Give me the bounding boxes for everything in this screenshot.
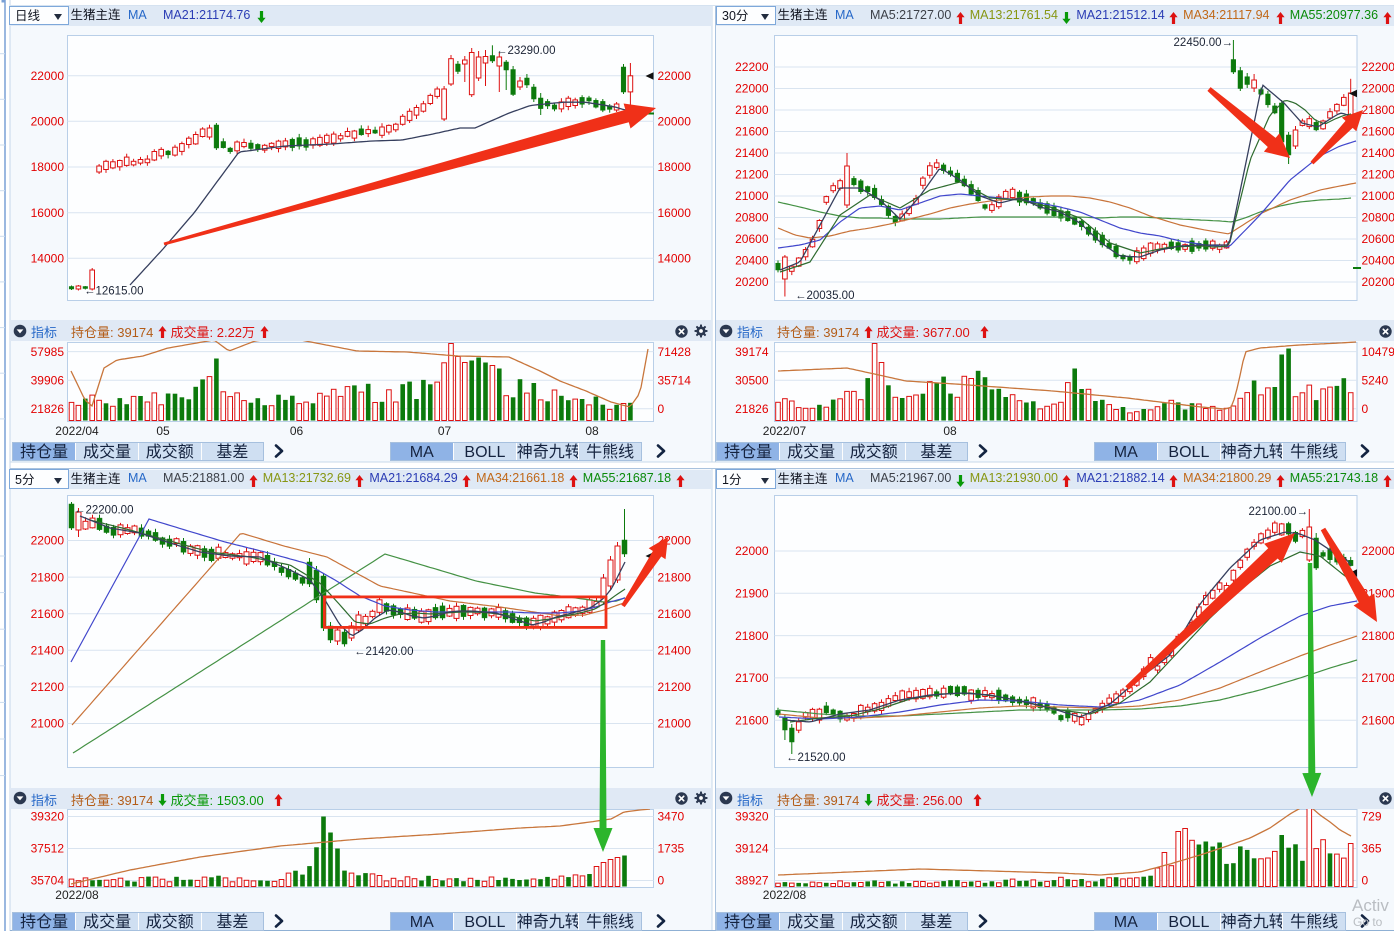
svg-text:20200: 20200 [1362, 275, 1394, 289]
svg-text:39320: 39320 [735, 810, 769, 824]
svg-text:22450.00→: 22450.00→ [1174, 37, 1233, 49]
svg-text:2022/08: 2022/08 [763, 888, 807, 902]
svg-text:39124: 39124 [735, 842, 769, 856]
svg-text:21800: 21800 [1362, 103, 1394, 117]
svg-text:21700: 21700 [735, 671, 769, 685]
svg-text:57985: 57985 [31, 345, 65, 359]
svg-text:39906: 39906 [31, 373, 65, 387]
svg-text:←21420.00: ←21420.00 [354, 646, 413, 658]
svg-text:22000: 22000 [31, 69, 65, 83]
svg-text:18000: 18000 [31, 160, 65, 174]
svg-text:3470: 3470 [658, 810, 685, 824]
svg-text:71428: 71428 [658, 345, 692, 359]
svg-text:20800: 20800 [1362, 211, 1394, 225]
svg-text:39320: 39320 [31, 810, 65, 824]
svg-text:20800: 20800 [735, 211, 769, 225]
svg-text:0: 0 [658, 874, 665, 888]
svg-text:21400: 21400 [735, 146, 769, 160]
svg-text:22000: 22000 [1362, 544, 1394, 558]
svg-text:20000: 20000 [658, 115, 692, 129]
svg-text:22000: 22000 [31, 534, 65, 548]
svg-text:365: 365 [1362, 842, 1382, 856]
svg-text:22000: 22000 [658, 534, 692, 548]
svg-text:22200: 22200 [735, 60, 769, 74]
svg-text:21600: 21600 [1362, 125, 1394, 139]
svg-text:0: 0 [658, 402, 665, 416]
svg-text:37512: 37512 [31, 842, 65, 856]
svg-text:22000: 22000 [735, 82, 769, 96]
svg-text:22200: 22200 [1362, 60, 1394, 74]
svg-text:←22200.00: ←22200.00 [74, 505, 133, 517]
svg-text:35704: 35704 [31, 874, 65, 888]
svg-text:22000: 22000 [1362, 82, 1394, 96]
svg-text:21200: 21200 [735, 168, 769, 182]
svg-text:30500: 30500 [735, 373, 769, 387]
svg-text:20400: 20400 [1362, 254, 1394, 268]
svg-text:21200: 21200 [31, 680, 65, 694]
svg-text:21000: 21000 [1362, 189, 1394, 203]
svg-text:38927: 38927 [735, 874, 769, 888]
svg-text:21600: 21600 [31, 607, 65, 621]
svg-text:21800: 21800 [31, 570, 65, 584]
svg-text:20400: 20400 [735, 254, 769, 268]
svg-text:21826: 21826 [735, 402, 769, 416]
svg-text:21000: 21000 [658, 717, 692, 731]
svg-text:14000: 14000 [658, 252, 692, 266]
svg-text:5240: 5240 [1362, 373, 1389, 387]
svg-text:←20035.00: ←20035.00 [795, 290, 854, 302]
svg-text:20600: 20600 [1362, 232, 1394, 246]
svg-text:35714: 35714 [658, 373, 692, 387]
svg-text:06: 06 [290, 424, 304, 438]
svg-text:21600: 21600 [735, 125, 769, 139]
svg-text:20000: 20000 [31, 115, 65, 129]
svg-text:21900: 21900 [735, 587, 769, 601]
svg-text:2022/04: 2022/04 [55, 424, 99, 438]
svg-text:14000: 14000 [31, 252, 65, 266]
svg-text:0: 0 [1362, 402, 1369, 416]
svg-text:10479: 10479 [1362, 345, 1394, 359]
svg-text:22000: 22000 [735, 544, 769, 558]
svg-text:18000: 18000 [658, 160, 692, 174]
svg-text:21000: 21000 [735, 189, 769, 203]
svg-text:05: 05 [156, 424, 170, 438]
svg-text:21600: 21600 [735, 713, 769, 727]
svg-text:16000: 16000 [658, 206, 692, 220]
svg-text:2022/08: 2022/08 [55, 888, 99, 902]
svg-text:08: 08 [585, 424, 599, 438]
svg-text:16000: 16000 [31, 206, 65, 220]
svg-text:21700: 21700 [1362, 671, 1394, 685]
svg-text:39174: 39174 [735, 345, 769, 359]
svg-text:21400: 21400 [31, 644, 65, 658]
svg-text:21800: 21800 [735, 629, 769, 643]
svg-text:21200: 21200 [1362, 168, 1394, 182]
svg-text:22000: 22000 [658, 69, 692, 83]
svg-text:1735: 1735 [658, 842, 685, 856]
svg-text:21900: 21900 [1362, 587, 1394, 601]
svg-text:←12615.00: ←12615.00 [84, 286, 143, 298]
svg-text:21800: 21800 [1362, 629, 1394, 643]
svg-text:08: 08 [943, 424, 957, 438]
svg-text:21600: 21600 [658, 607, 692, 621]
svg-text:21200: 21200 [658, 680, 692, 694]
svg-text:21000: 21000 [31, 717, 65, 731]
svg-text:2022/07: 2022/07 [763, 424, 807, 438]
svg-text:21826: 21826 [31, 402, 65, 416]
svg-text:20600: 20600 [735, 232, 769, 246]
svg-text:21400: 21400 [1362, 146, 1394, 160]
svg-text:21600: 21600 [1362, 713, 1394, 727]
svg-text:729: 729 [1362, 810, 1382, 824]
svg-text:21400: 21400 [658, 644, 692, 658]
svg-text:22100.00→: 22100.00→ [1249, 506, 1308, 518]
svg-text:21800: 21800 [735, 103, 769, 117]
svg-text:21800: 21800 [658, 570, 692, 584]
svg-text:0: 0 [1362, 874, 1369, 888]
svg-text:07: 07 [438, 424, 452, 438]
svg-text:←23290.00: ←23290.00 [496, 45, 555, 57]
svg-text:20200: 20200 [735, 275, 769, 289]
svg-text:←21520.00: ←21520.00 [786, 752, 845, 764]
